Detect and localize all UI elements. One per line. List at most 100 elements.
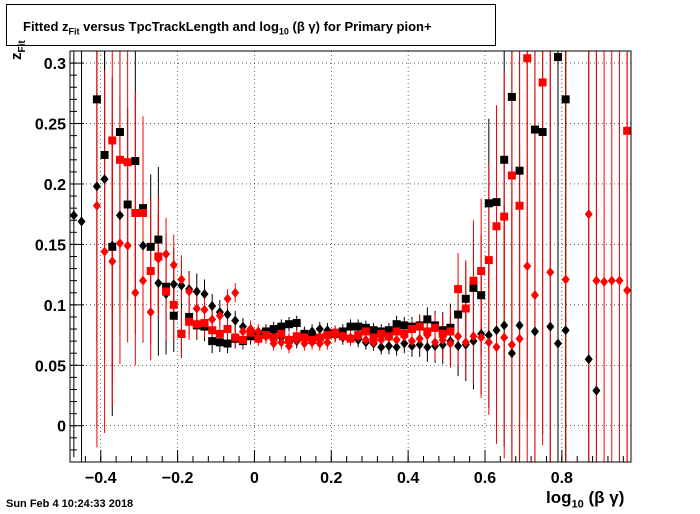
data-point-diamond — [461, 337, 470, 348]
data-point-square — [208, 326, 217, 335]
data-point-square — [423, 315, 432, 324]
data-point-diamond — [423, 342, 432, 353]
data-point-square — [139, 204, 148, 213]
data-point-diamond — [315, 324, 324, 335]
plot-frame — [69, 50, 632, 463]
data-point-diamond — [346, 332, 355, 343]
data-point-square — [369, 326, 378, 335]
data-point-diamond — [223, 293, 232, 304]
x-tick-label: 0 — [250, 470, 259, 487]
data-point-diamond — [292, 334, 301, 345]
x-tick-label: −0.4 — [85, 470, 117, 487]
data-point-square — [492, 198, 501, 207]
data-point-square — [154, 235, 163, 244]
data-point-diamond — [238, 326, 247, 337]
data-point-square — [469, 283, 478, 292]
x-tick-label: 0.4 — [397, 470, 419, 487]
data-point-diamond — [77, 216, 86, 227]
title-suffix: (β γ) for Primary pion+ — [288, 19, 432, 34]
data-point-square — [223, 325, 232, 334]
data-point-diamond — [400, 331, 409, 342]
data-point-square — [377, 329, 386, 338]
data-point-diamond — [300, 338, 309, 349]
data-point-diamond — [146, 307, 155, 318]
data-point-diamond — [108, 256, 117, 267]
data-point-square — [515, 166, 524, 175]
data-point-square — [623, 126, 632, 135]
data-point-square — [254, 334, 263, 343]
data-point-diamond — [407, 336, 416, 347]
data-point-square — [407, 325, 416, 334]
data-point-diamond — [177, 274, 186, 285]
data-point-square — [169, 311, 178, 320]
chart-title: Fitted zFit versus TpcTrackLength and lo… — [23, 19, 432, 37]
data-point-square — [115, 127, 124, 136]
data-point-square — [177, 329, 186, 338]
data-point-square — [492, 222, 501, 231]
data-point-diamond — [185, 286, 194, 297]
data-point-diamond — [500, 332, 509, 343]
data-point-diamond — [454, 340, 463, 351]
data-point-diamond — [477, 332, 486, 343]
data-point-diamond — [100, 246, 109, 257]
data-point-square — [285, 320, 294, 329]
data-point-diamond — [592, 385, 601, 396]
x-tick-label: 0.8 — [551, 470, 573, 487]
data-point-square — [461, 294, 470, 303]
data-point-square — [561, 95, 570, 104]
x-tick-label: 0.6 — [474, 470, 496, 487]
data-point-square — [500, 212, 509, 221]
data-point-diamond — [446, 338, 455, 349]
data-point-square — [123, 158, 132, 167]
data-point-diamond — [139, 275, 148, 286]
data-markers — [69, 53, 632, 396]
data-point-square — [461, 304, 470, 313]
y-axis-title: zFit — [8, 40, 28, 60]
data-point-diamond — [139, 240, 148, 251]
data-point-diamond — [492, 342, 501, 353]
data-point-square — [131, 157, 140, 166]
data-point-diamond — [354, 331, 363, 342]
data-point-square — [438, 329, 447, 338]
data-point-diamond — [254, 326, 263, 337]
data-point-diamond — [92, 200, 101, 211]
grid-lines — [70, 51, 631, 462]
data-point-square — [400, 321, 409, 330]
data-point-diamond — [484, 337, 493, 348]
data-point-diamond — [615, 275, 624, 286]
data-point-square — [454, 310, 463, 319]
data-point-square — [323, 331, 332, 340]
data-point-diamond — [392, 342, 401, 353]
data-point-square — [469, 276, 478, 285]
data-point-square — [530, 125, 539, 134]
data-point-diamond — [131, 287, 140, 298]
data-point-square — [231, 333, 240, 342]
data-point-diamond — [108, 240, 117, 251]
data-point-diamond — [392, 334, 401, 345]
data-point-diamond — [231, 287, 240, 298]
y-tick-label: 0.3 — [44, 56, 66, 73]
data-point-square — [192, 320, 201, 329]
data-point-diamond — [561, 325, 570, 336]
data-point-diamond — [162, 249, 171, 260]
title-prefix: Fitted z — [23, 19, 69, 34]
data-point-diamond — [92, 181, 101, 192]
data-point-square — [392, 320, 401, 329]
data-point-diamond — [231, 315, 240, 326]
data-point-square — [100, 150, 109, 159]
data-point-square — [277, 322, 286, 331]
y-tick-label: 0 — [57, 419, 66, 436]
x-axis-label-rest: (β γ) — [583, 488, 625, 507]
data-point-square — [300, 333, 309, 342]
axis-ticks — [69, 62, 624, 463]
data-point-square — [215, 329, 224, 338]
data-point-diamond — [177, 280, 186, 291]
data-point-square — [538, 127, 547, 136]
data-point-square — [484, 199, 493, 208]
data-point-square — [238, 335, 247, 344]
data-point-diamond — [431, 337, 440, 348]
x-axis-label: log — [546, 488, 572, 507]
data-point-diamond — [154, 253, 163, 264]
data-point-square — [477, 267, 486, 276]
data-point-square — [507, 171, 516, 180]
